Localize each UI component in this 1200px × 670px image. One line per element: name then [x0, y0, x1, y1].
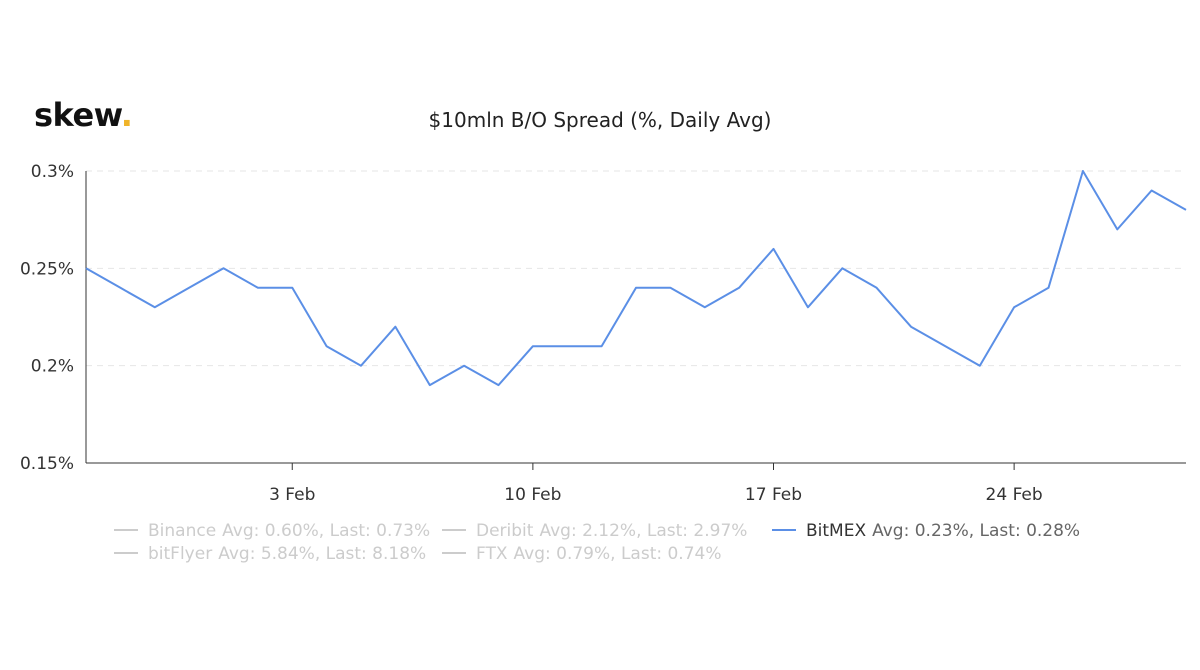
- data-point: [153, 305, 157, 309]
- data-point: [978, 364, 982, 368]
- y-tick-label: 0.2%: [31, 357, 74, 377]
- data-point: [531, 344, 535, 348]
- data-point: [290, 286, 294, 290]
- data-point: [1047, 286, 1051, 290]
- data-point: [1184, 208, 1188, 212]
- data-point: [359, 364, 363, 368]
- data-point: [703, 305, 707, 309]
- data-point: [84, 266, 88, 270]
- data-point: [118, 286, 122, 290]
- x-tick-label: 10 Feb: [504, 485, 561, 505]
- data-point: [668, 286, 672, 290]
- data-point: [325, 344, 329, 348]
- logo-dot: .: [120, 96, 133, 134]
- legend-stats: Avg: 0.60%, Last: 0.73%: [222, 521, 430, 541]
- legend-name: FTX: [476, 544, 508, 564]
- legend: Binance Avg: 0.60%, Last: 0.73% Deribit Avg…: [114, 521, 1080, 564]
- legend-item-binance[interactable]: Binance Avg: 0.60%, Last: 0.73%: [114, 521, 430, 541]
- data-point: [428, 383, 432, 387]
- legend-item-bitflyer[interactable]: bitFlyer Avg: 5.84%, Last: 8.18%: [114, 544, 426, 564]
- legend-stats: Avg: 2.12%, Last: 2.97%: [539, 521, 747, 541]
- logo-text: skew: [34, 96, 121, 134]
- data-point: [462, 364, 466, 368]
- chart-title: $10mln B/O Spread (%, Daily Avg): [428, 108, 772, 132]
- data-point: [1150, 188, 1154, 192]
- data-point: [187, 286, 191, 290]
- data-point: [875, 286, 879, 290]
- data-point: [256, 286, 260, 290]
- y-tick-label: 0.15%: [20, 454, 74, 474]
- legend-label: Binance Avg: 0.60%, Last: 0.73%: [148, 521, 430, 541]
- series-lines: [84, 169, 1188, 387]
- x-tick-label: 3 Feb: [269, 485, 315, 505]
- series-line-bitmex[interactable]: [85, 170, 1187, 387]
- legend-stats: Avg: 0.23%, Last: 0.28%: [872, 521, 1080, 541]
- x-tick-label: 17 Feb: [745, 485, 802, 505]
- data-point: [909, 325, 913, 329]
- data-point: [222, 266, 226, 270]
- legend-label: FTX Avg: 0.79%, Last: 0.74%: [476, 544, 722, 564]
- data-point: [943, 344, 947, 348]
- data-point: [737, 286, 741, 290]
- x-tick-label: 24 Feb: [986, 485, 1043, 505]
- data-point: [497, 383, 501, 387]
- data-point: [772, 247, 776, 251]
- y-tick-label: 0.3%: [31, 162, 74, 182]
- y-axis-ticks: 0.3% 0.25% 0.2% 0.15%: [20, 162, 74, 474]
- data-point: [1115, 227, 1119, 231]
- data-point: [840, 266, 844, 270]
- skew-logo: skew.: [34, 96, 133, 134]
- legend-name: Deribit: [476, 521, 534, 541]
- data-point: [600, 344, 604, 348]
- y-tick-label: 0.25%: [20, 259, 74, 279]
- x-axis-ticks: 3 Feb 10 Feb 17 Feb 24 Feb: [269, 463, 1043, 505]
- grid-lines: [86, 170, 1186, 367]
- legend-name: Binance: [148, 521, 216, 541]
- legend-item-ftx[interactable]: FTX Avg: 0.79%, Last: 0.74%: [442, 544, 722, 564]
- legend-name: BitMEX: [806, 521, 866, 541]
- data-point: [1012, 305, 1016, 309]
- data-point: [806, 305, 810, 309]
- legend-name: bitFlyer: [148, 544, 212, 564]
- legend-stats: Avg: 5.84%, Last: 8.18%: [218, 544, 426, 564]
- legend-label: Deribit Avg: 2.12%, Last: 2.97%: [476, 521, 747, 541]
- legend-item-bitmex[interactable]: BitMEX Avg: 0.23%, Last: 0.28%: [772, 521, 1080, 541]
- data-point: [393, 325, 397, 329]
- legend-label: BitMEX Avg: 0.23%, Last: 0.28%: [806, 521, 1080, 541]
- legend-label: bitFlyer Avg: 5.84%, Last: 8.18%: [148, 544, 426, 564]
- data-point: [1081, 169, 1085, 173]
- data-point: [565, 344, 569, 348]
- legend-item-deribit[interactable]: Deribit Avg: 2.12%, Last: 2.97%: [442, 521, 747, 541]
- legend-stats: Avg: 0.79%, Last: 0.74%: [514, 544, 722, 564]
- axes: [85, 171, 1186, 464]
- data-point: [634, 286, 638, 290]
